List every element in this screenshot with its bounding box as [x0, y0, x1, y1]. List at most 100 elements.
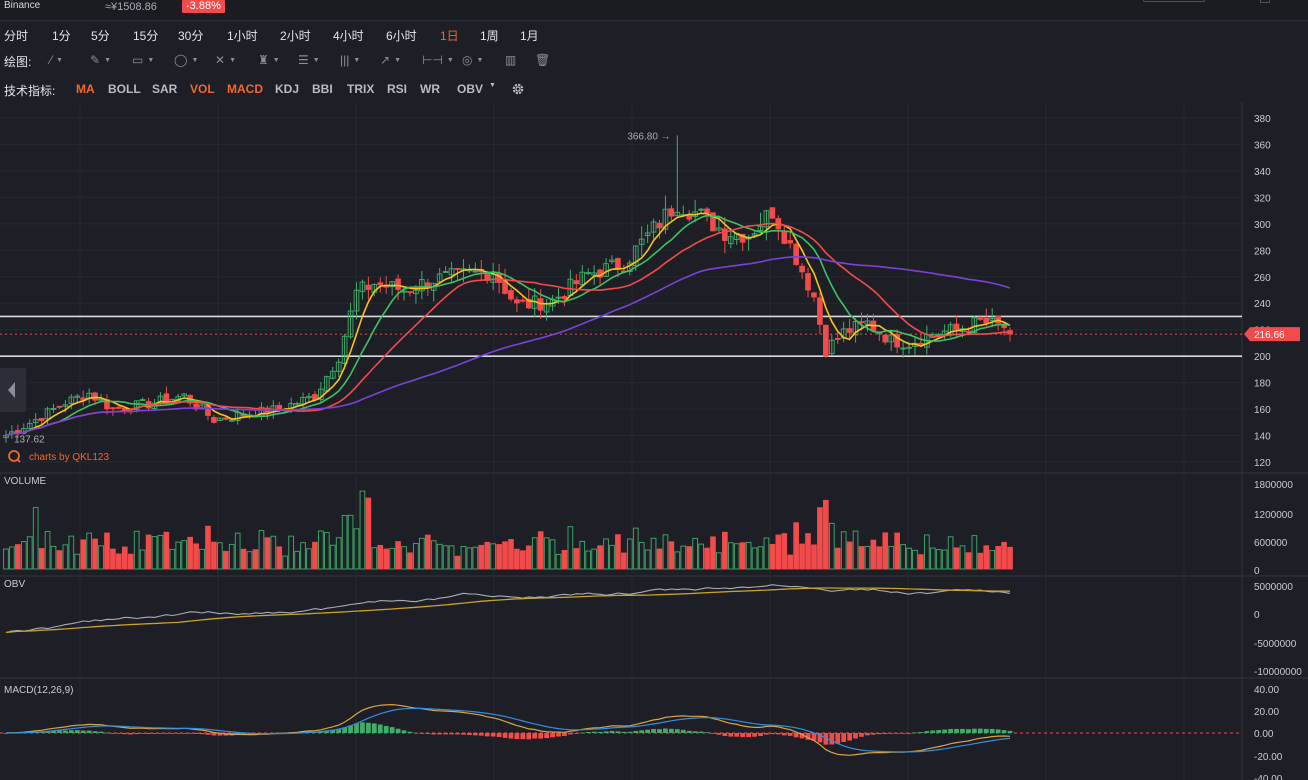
- candle: [353, 282, 360, 320]
- macd-histogram-bar: [395, 728, 401, 733]
- channel-tool-icon[interactable]: ||| ▼: [340, 53, 361, 67]
- interval-1[interactable]: 1分: [52, 29, 71, 43]
- macd-histogram-bar: [425, 733, 431, 734]
- candle: [799, 263, 805, 279]
- volume-bar: [234, 532, 241, 570]
- indicator-macd[interactable]: MACD: [227, 82, 263, 96]
- candle: [26, 419, 33, 431]
- indicator-trix[interactable]: TRIX: [347, 82, 375, 96]
- interval-7[interactable]: 4小时: [333, 29, 364, 43]
- macd-histogram-bar: [158, 733, 163, 734]
- macd-histogram-bar: [538, 733, 544, 739]
- macd-histogram-bar: [829, 733, 835, 745]
- change-badge: -3.88%: [182, 0, 225, 13]
- volume-bar: [478, 544, 485, 570]
- volume-bar: [514, 548, 520, 570]
- macd-histogram-bar: [585, 731, 591, 733]
- volume-bar: [199, 548, 205, 570]
- candle: [56, 405, 63, 410]
- price-axis-label: 380: [1254, 114, 1271, 125]
- indicator-wr[interactable]: WR: [420, 82, 440, 96]
- interval-0[interactable]: 分时: [4, 29, 29, 43]
- obv-dropdown-caret[interactable]: ▼: [489, 82, 496, 89]
- price-axis-label: 120: [1254, 458, 1271, 469]
- indicator-obv[interactable]: OBV: [457, 82, 484, 96]
- ellipse-tool-icon[interactable]: ◯ ▼: [174, 53, 199, 67]
- volume-bar: [852, 530, 859, 570]
- indicator-kdj[interactable]: KDJ: [275, 82, 300, 96]
- candle: [365, 276, 372, 300]
- pitchfork-tool-icon[interactable]: ♜ ▼: [258, 53, 280, 67]
- interval-4[interactable]: 30分: [178, 29, 204, 43]
- bar-chart-tool-icon[interactable]: ▥: [505, 53, 517, 67]
- indicator-sar[interactable]: SAR: [152, 82, 178, 96]
- arrow-tool-icon[interactable]: ↗ ▼: [380, 53, 401, 67]
- top-right-button[interactable]: [1143, 0, 1205, 2]
- macd-histogram-bar: [3, 733, 9, 734]
- interval-3[interactable]: 15分: [133, 29, 159, 43]
- indicator-rsi[interactable]: RSI: [387, 82, 408, 96]
- interval-2[interactable]: 5分: [91, 29, 110, 43]
- watermark-text: charts by QKL123: [29, 452, 109, 463]
- price-axis-label: 200: [1254, 352, 1271, 363]
- macd-histogram-bar: [977, 728, 983, 733]
- trash-icon[interactable]: 🗑: [535, 53, 551, 67]
- interval-10[interactable]: 1周: [480, 29, 499, 43]
- fullscreen-icon[interactable]: [1260, 0, 1270, 3]
- indicator-bbi[interactable]: BBI: [312, 82, 333, 96]
- indicator-ma[interactable]: MA: [76, 82, 95, 96]
- volume-bar: [430, 540, 437, 570]
- candle: [811, 291, 817, 302]
- macd-histogram-bar: [324, 730, 330, 733]
- interval-6[interactable]: 2小时: [280, 29, 311, 43]
- volume-bar: [359, 490, 366, 570]
- settings-gear-icon[interactable]: [510, 81, 526, 97]
- volume-bar: [252, 549, 259, 570]
- interval-9[interactable]: 1日: [440, 29, 459, 43]
- macd-histogram-bar: [211, 733, 217, 736]
- candle: [763, 210, 770, 241]
- candle: [347, 302, 354, 339]
- interval-11[interactable]: 1月: [520, 29, 539, 43]
- volume-bar: [1001, 541, 1007, 570]
- pen-tool-icon[interactable]: ✎ ▼: [90, 53, 111, 67]
- fib-tool-icon[interactable]: ☰ ▼: [298, 53, 320, 67]
- macd-histogram-bar: [199, 733, 205, 735]
- comment-tool-icon[interactable]: ◎ ▼: [462, 53, 484, 67]
- candle: [68, 394, 75, 410]
- volume-bar: [840, 531, 847, 570]
- volume-bar: [407, 552, 413, 570]
- interval-8[interactable]: 6小时: [386, 29, 417, 43]
- zigzag-tool-icon[interactable]: ✕ ▼: [215, 53, 236, 67]
- volume-bar: [716, 552, 722, 570]
- macd-histogram-bar: [241, 733, 246, 735]
- macd-histogram-bar: [734, 733, 740, 737]
- macd-histogram-bar: [461, 733, 466, 735]
- rectangle-tool-icon[interactable]: ▭ ▼: [132, 53, 155, 67]
- candle: [941, 324, 948, 341]
- measure-tool-icon[interactable]: ⊢⊣ ▼: [422, 53, 454, 67]
- drawing-toolbar: 绘图: ⁄ ▼ ✎ ▼ ▭ ▼ ◯ ▼ ✕ ▼ ♜ ▼ ☰ ▼ ||| ▼ ↗ ▼ ⊢⊣ ▼ ◎ ▼ ▥ 🗑: [0, 49, 1308, 71]
- volume-bar: [490, 543, 496, 570]
- line-tool-icon[interactable]: ⁄ ▼: [50, 53, 63, 67]
- macd-histogram-bar: [663, 728, 668, 733]
- indicator-vol[interactable]: VOL: [190, 82, 215, 96]
- volume-bar: [312, 541, 318, 570]
- volume-bars: [3, 490, 1013, 570]
- volume-bar: [175, 541, 182, 570]
- volume-bar: [211, 541, 217, 570]
- chart-canvas[interactable]: 3803603403203002802602402202001801601401…: [0, 102, 1308, 780]
- macd-histogram-bar: [472, 733, 478, 736]
- macd-histogram-bar: [140, 733, 145, 734]
- low-price-label: 137.62: [14, 435, 45, 446]
- volume-bar: [104, 532, 110, 570]
- indicator-boll[interactable]: BOLL: [108, 82, 141, 96]
- volume-bar: [44, 531, 51, 570]
- volume-bar: [918, 554, 924, 570]
- interval-5[interactable]: 1小时: [227, 29, 258, 43]
- volume-bar: [543, 537, 550, 570]
- volume-bar: [217, 542, 223, 570]
- candle: [686, 209, 693, 222]
- macd-histogram-bar: [758, 733, 763, 736]
- volume-bar: [941, 549, 948, 570]
